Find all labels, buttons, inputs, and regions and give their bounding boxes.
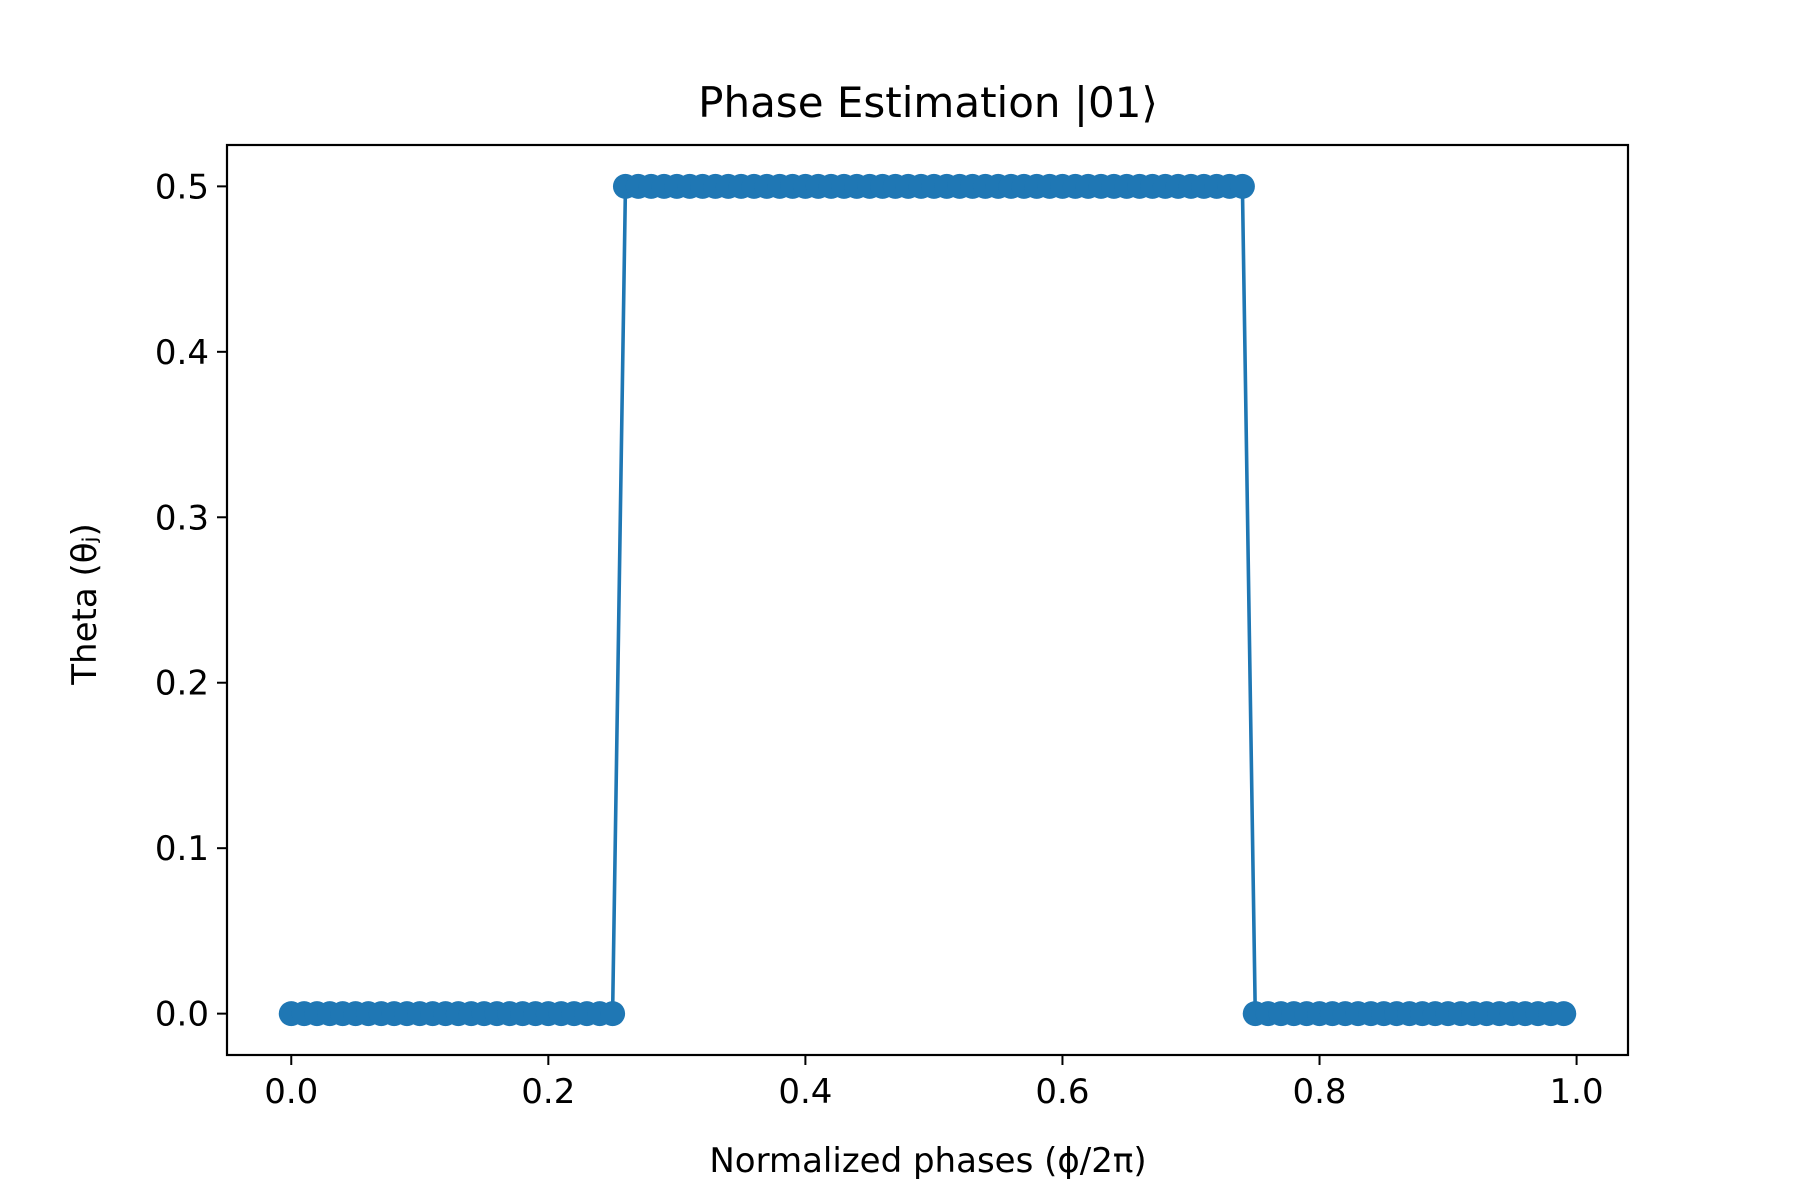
y-tick-label: 0.4 [155,333,209,373]
data-point [600,1001,626,1027]
axes-frame [225,143,1630,1057]
x-tick-label: 0.4 [778,1072,832,1112]
y-tick-label: 0.5 [155,167,209,207]
y-tick-label: 0.2 [155,664,209,704]
chart-title: Phase Estimation |01⟩ [698,78,1158,127]
x-axis-label: Normalized phases (ϕ/2π) [709,1141,1146,1181]
x-tick-label: 1.0 [1550,1072,1604,1112]
x-tick-label: 0.2 [521,1072,575,1112]
x-tick-label: 0.6 [1035,1072,1089,1112]
y-tick-label: 0.1 [155,829,209,869]
x-tick-label: 0.0 [264,1072,318,1112]
x-tick-label: 0.8 [1292,1072,1346,1112]
data-point [1229,173,1255,199]
data-point [1551,1001,1577,1027]
y-tick-label: 0.0 [155,995,209,1035]
plot-area: 0.0 0.2 0.4 0.6 0.8 1.0 0.0 0.1 0.2 0.3 0.4 0.5 [155,143,1630,1112]
y-tick-label: 0.3 [155,498,209,538]
y-axis-label: Theta (θⱼ) [65,523,105,685]
